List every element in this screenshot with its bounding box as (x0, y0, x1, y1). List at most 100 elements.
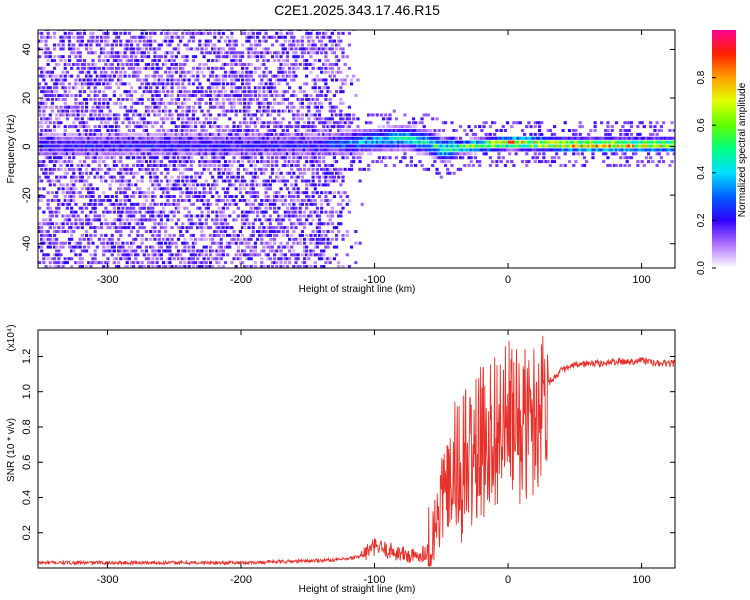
heatmap-cell (78, 195, 82, 199)
heatmap-cell (119, 132, 123, 136)
heatmap-cell (125, 144, 129, 148)
heatmap-cell (230, 140, 234, 144)
heatmap-cell (85, 214, 89, 218)
heatmap-cell (260, 121, 264, 125)
heatmap-cell (48, 171, 52, 175)
heatmap-cell (164, 241, 168, 245)
heatmap-cell (127, 140, 131, 144)
heatmap-cell (352, 136, 356, 140)
heatmap-cell (74, 144, 78, 148)
heatmap-cell (240, 132, 245, 136)
heatmap-cell (300, 39, 305, 43)
heatmap-cell (142, 148, 146, 152)
heatmap-cell (219, 51, 223, 55)
heatmap-cell (213, 121, 217, 125)
heatmap-cell (234, 265, 238, 268)
heatmap-cell (174, 140, 178, 144)
heatmap-cell (140, 132, 144, 136)
heatmap-cell (332, 74, 337, 78)
heatmap-cell (324, 59, 328, 63)
heatmap-cell (95, 94, 99, 98)
heatmap-cell (341, 101, 345, 105)
heatmap-cell (140, 35, 144, 39)
heatmap-cell (215, 144, 219, 148)
heatmap-cell (309, 43, 313, 47)
heatmap-cell (298, 202, 302, 206)
heatmap-cell (110, 47, 114, 51)
heatmap-cell (292, 55, 296, 59)
heatmap-cell (70, 237, 74, 241)
heatmap-cell (132, 90, 136, 94)
heatmap-cell (55, 191, 59, 195)
heatmap-cell (61, 70, 65, 74)
heatmap-cell (67, 257, 72, 261)
heatmap-cell (106, 82, 110, 86)
heatmap-cell (189, 257, 193, 261)
heatmap-cell (202, 183, 206, 187)
heatmap-cell (334, 132, 339, 136)
heatmap-cell (119, 214, 123, 218)
heatmap-cell (283, 140, 287, 144)
heatmap-cell (123, 31, 127, 35)
heatmap-cell (262, 265, 266, 268)
heatmap-cell (202, 233, 206, 237)
heatmap-cell (123, 222, 127, 226)
heatmap-cell (332, 94, 337, 98)
heatmap-cell (294, 214, 298, 218)
heatmap-cell (189, 218, 193, 222)
heatmap-cell (230, 195, 234, 199)
heatmap-cell (119, 167, 123, 171)
heatmap-cell (123, 171, 127, 175)
heatmap-cell (114, 241, 119, 245)
heatmap-cell (170, 148, 174, 152)
heatmap-cell (358, 144, 362, 148)
heatmap-cell (93, 39, 97, 43)
heatmap-cell (273, 94, 277, 98)
heatmap-cell (50, 105, 55, 109)
heatmap-cell (251, 152, 255, 156)
heatmap-cell (283, 245, 287, 249)
heatmap-cell (132, 171, 136, 175)
heatmap-cell (52, 78, 57, 82)
heatmap-cell (63, 66, 67, 70)
heatmap-cell (298, 152, 302, 156)
heatmap-cell (65, 171, 69, 175)
heatmap-cell (191, 74, 196, 78)
heatmap-cell (91, 195, 95, 199)
heatmap-cell (311, 160, 315, 164)
heatmap-cell (243, 140, 247, 144)
heatmap-cell (119, 78, 123, 82)
heatmap-cell (330, 179, 334, 183)
heatmap-cell (102, 175, 106, 179)
heatmap-cell (260, 101, 264, 105)
heatmap-cell (339, 101, 343, 105)
heatmap-cell (159, 195, 163, 199)
heatmap-cell (341, 51, 345, 55)
heatmap-cell (146, 62, 151, 66)
heatmap-cell (294, 226, 298, 230)
heatmap-cell (270, 218, 275, 222)
heatmap-cell (80, 148, 84, 152)
heatmap-cell (42, 210, 46, 214)
heatmap-cell (236, 132, 240, 136)
heatmap-cell (277, 152, 281, 156)
heatmap-cell (183, 43, 187, 47)
heatmap-cell (223, 261, 228, 265)
heatmap-cell (44, 97, 48, 101)
heatmap-cell (204, 30, 208, 31)
heatmap-cell (155, 249, 159, 253)
heatmap-cell (102, 113, 106, 117)
heatmap-cell (302, 144, 307, 148)
heatmap-cell (328, 39, 332, 43)
heatmap-cell (253, 249, 258, 253)
heatmap-cell (287, 125, 292, 129)
heatmap-cell (136, 253, 140, 257)
heatmap-cell (226, 253, 230, 257)
heatmap-cell (155, 86, 159, 90)
heatmap-cell (74, 140, 78, 144)
heatmap-cell (164, 230, 168, 234)
heatmap-cell (345, 156, 349, 160)
heatmap-cell (108, 51, 112, 55)
heatmap-cell (328, 210, 332, 214)
heatmap-cell (255, 101, 260, 105)
